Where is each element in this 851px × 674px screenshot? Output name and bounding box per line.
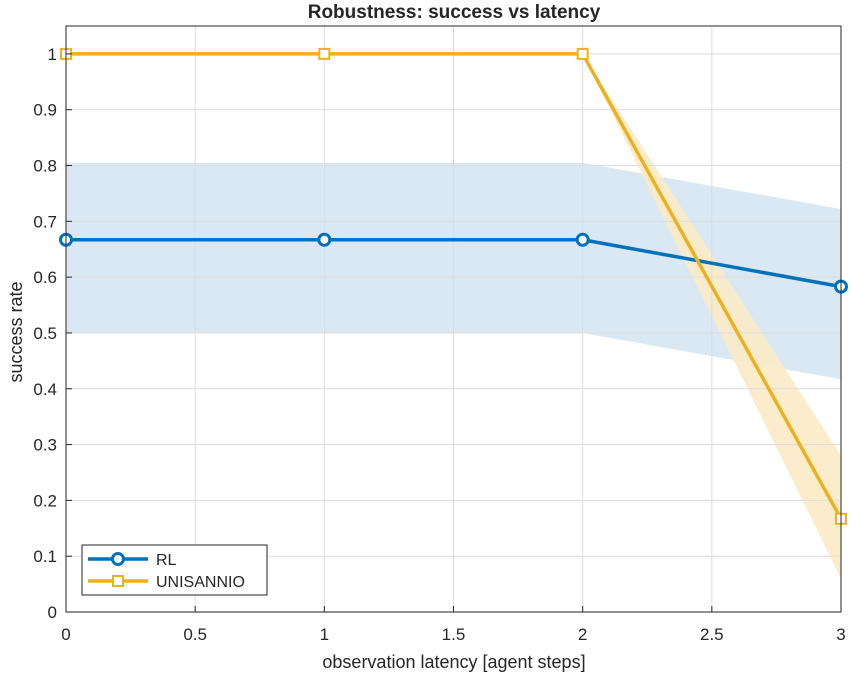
y-tick-label: 0: [48, 603, 57, 622]
series-line-rl: [66, 238, 842, 289]
y-tick-label: 0.3: [33, 436, 57, 455]
series-lines: [66, 52, 843, 520]
data-point-rl: [317, 232, 332, 247]
x-tick-label: 1: [320, 625, 329, 644]
y-axis-label: success rate: [6, 281, 26, 382]
x-tick-label: 2.5: [700, 625, 724, 644]
y-tick-label: 1: [48, 45, 57, 64]
legend: RL UNISANNIO: [81, 544, 268, 596]
y-tick-label: 0.8: [33, 157, 57, 176]
y-axis-ticks: 0 0.1 0.2 0.3 0.4 0.5 0.6 0.7 0.8 0.9 1: [33, 45, 72, 622]
x-tick-label: 0: [61, 625, 70, 644]
y-tick-label: 0.7: [33, 212, 57, 231]
x-tick-label: 0.5: [183, 625, 207, 644]
series-line-unisannio: [66, 52, 843, 520]
x-tick-label: 1.5: [442, 625, 466, 644]
x-tick-label: 3: [836, 625, 845, 644]
legend-label: UNISANNIO: [156, 574, 245, 591]
data-point-unisannio: [318, 47, 331, 60]
y-tick-label: 0.5: [33, 324, 57, 343]
y-tick-label: 0.2: [33, 491, 57, 510]
x-tick-label: 2: [578, 625, 587, 644]
legend-marker-square: [112, 575, 124, 587]
legend-label: RL: [156, 552, 177, 569]
data-point-rl: [575, 232, 590, 247]
y-tick-label: 0.9: [33, 101, 57, 120]
y-tick-label: 0.1: [33, 547, 57, 566]
chart-title: Robustness: success vs latency: [308, 2, 601, 23]
x-axis-ticks: 0 0.5 1 1.5 2 2.5 3: [61, 606, 846, 644]
data-point-unisannio: [576, 47, 589, 60]
legend-marker-circle: [111, 552, 125, 566]
x-axis-label: observation latency [agent steps]: [322, 652, 585, 672]
band-unisannio: [66, 53, 841, 579]
y-tick-label: 0.4: [33, 380, 57, 399]
y-tick-label: 0.6: [33, 268, 57, 287]
